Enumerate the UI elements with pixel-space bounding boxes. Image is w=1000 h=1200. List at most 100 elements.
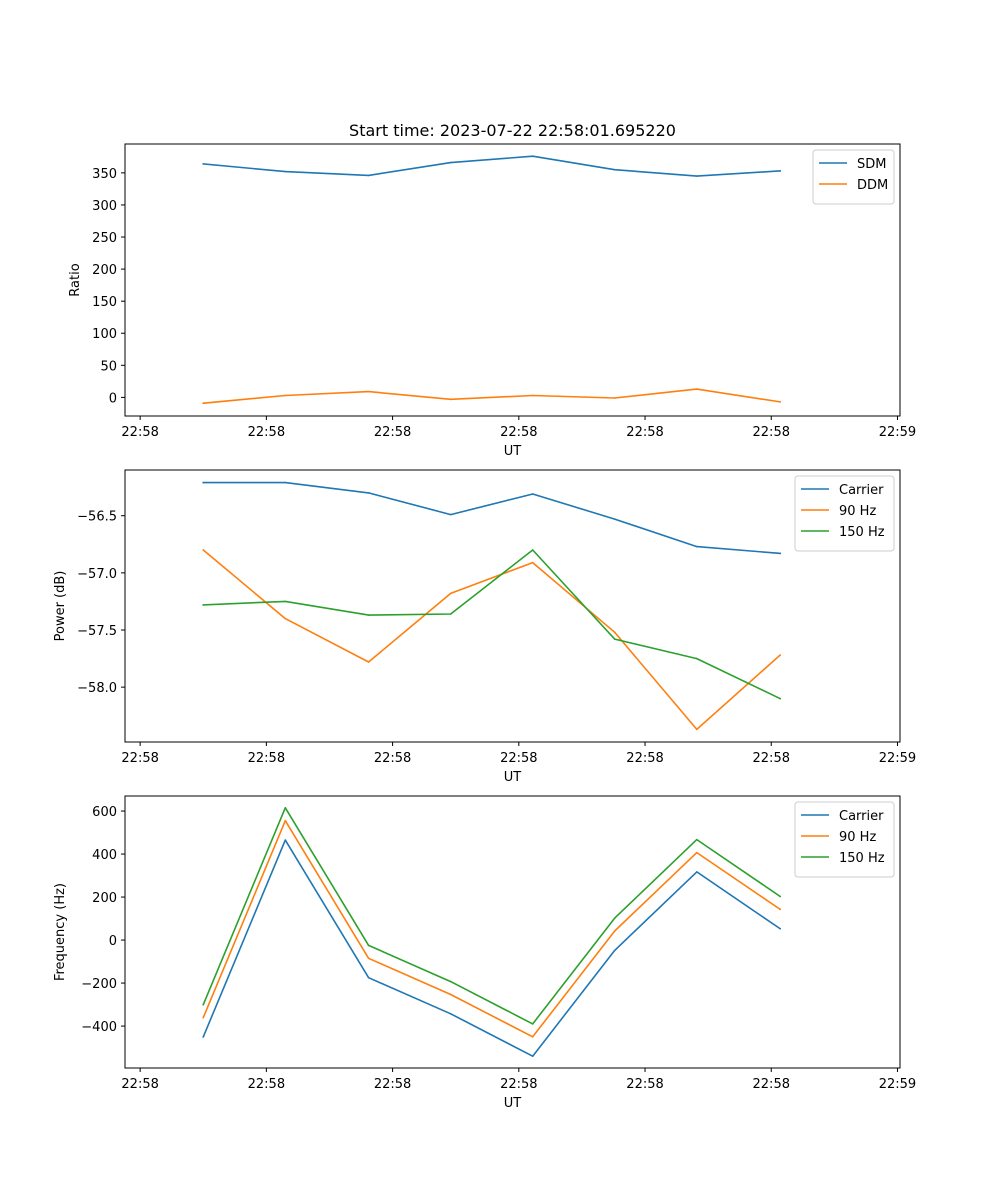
x-tick-label: 22:58 bbox=[374, 425, 411, 440]
x-tick-label: 22:59 bbox=[879, 425, 916, 440]
data-point-90-hz bbox=[449, 592, 452, 595]
data-point-90-hz bbox=[367, 957, 370, 960]
data-point-ddm bbox=[695, 388, 698, 390]
data-point-carrier bbox=[284, 481, 287, 484]
x-tick-label: 22:59 bbox=[879, 1077, 916, 1092]
y-tick-label: 100 bbox=[92, 327, 117, 342]
y-tick-label: −56.5 bbox=[77, 510, 117, 525]
x-tick-label: 22:58 bbox=[500, 1077, 537, 1092]
data-point-90-hz bbox=[367, 661, 370, 663]
data-point-ddm bbox=[613, 397, 616, 399]
x-tick-label: 22:58 bbox=[753, 751, 790, 766]
y-tick-label: 400 bbox=[92, 848, 117, 863]
x-tick-label: 22:58 bbox=[626, 1077, 663, 1092]
x-tick-label: 22:58 bbox=[500, 425, 537, 440]
data-point-ddm bbox=[367, 390, 370, 393]
y-tick-label: 0 bbox=[109, 391, 117, 406]
data-point-sdm bbox=[613, 168, 616, 171]
y-tick-label: 50 bbox=[100, 359, 117, 374]
panel-ratio: Start time: 2023-07-22 22:58:01.695220 0 5… bbox=[68, 121, 916, 459]
data-point-carrier bbox=[367, 492, 370, 494]
y-axis-label: Frequency (Hz) bbox=[53, 883, 68, 981]
data-point-150-hz bbox=[613, 917, 616, 919]
x-tick-label: 22:58 bbox=[500, 751, 537, 766]
legend-label-sdm: SDM bbox=[857, 157, 886, 172]
data-point-carrier bbox=[367, 976, 370, 979]
legend-label-90-hz: 90 Hz bbox=[839, 504, 876, 519]
data-point-90-hz bbox=[613, 631, 616, 634]
y-tick-label: 600 bbox=[92, 805, 117, 820]
x-tick-label: 22:58 bbox=[374, 751, 411, 766]
data-point-90-hz bbox=[779, 654, 781, 656]
data-point-carrier bbox=[779, 552, 781, 555]
data-point-90-hz bbox=[531, 561, 534, 564]
data-point-carrier bbox=[202, 1036, 205, 1038]
data-point-ddm bbox=[779, 401, 781, 403]
x-tick-label: 22:58 bbox=[121, 425, 158, 440]
data-point-carrier bbox=[531, 493, 534, 495]
legend-box bbox=[794, 801, 895, 878]
series-line-150-hz bbox=[202, 549, 782, 700]
y-tick-label: 200 bbox=[92, 891, 117, 906]
series-line-90-hz bbox=[202, 548, 782, 731]
data-point-carrier bbox=[695, 871, 698, 873]
data-point-150-hz bbox=[779, 895, 781, 898]
data-point-sdm bbox=[779, 170, 781, 172]
legend-label-150-hz: 150 Hz bbox=[839, 851, 885, 866]
data-point-150-hz bbox=[779, 697, 781, 700]
x-axis-label: UT bbox=[504, 1096, 522, 1111]
data-point-carrier bbox=[613, 518, 616, 520]
x-tick-label: 22:58 bbox=[121, 751, 158, 766]
chart-title: Start time: 2023-07-22 22:58:01.695220 bbox=[349, 121, 676, 140]
data-point-150-hz bbox=[695, 838, 698, 841]
data-point-ddm bbox=[202, 402, 205, 404]
series-line-150-hz bbox=[202, 806, 782, 1025]
data-point-sdm bbox=[284, 170, 287, 173]
series-line-90-hz bbox=[202, 819, 782, 1038]
data-point-sdm bbox=[367, 174, 370, 177]
legend-label-carrier: Carrier bbox=[839, 809, 884, 824]
legend-label-90-hz: 90 Hz bbox=[839, 830, 876, 845]
x-tick-label: 22:58 bbox=[374, 1077, 411, 1092]
legend-box bbox=[794, 475, 895, 552]
x-axis-label: UT bbox=[504, 444, 522, 459]
data-point-150-hz bbox=[367, 944, 370, 947]
data-point-90-hz bbox=[202, 549, 205, 551]
series-line-sdm bbox=[202, 155, 781, 177]
data-point-150-hz bbox=[695, 657, 698, 660]
x-tick-label: 22:58 bbox=[626, 751, 663, 766]
x-tick-label: 22:58 bbox=[753, 1077, 790, 1092]
axes-frame bbox=[124, 469, 901, 743]
data-point-90-hz bbox=[284, 819, 287, 822]
x-tick-label: 22:58 bbox=[248, 425, 285, 440]
data-point-150-hz bbox=[531, 1023, 534, 1025]
data-point-ddm bbox=[449, 398, 452, 401]
data-point-150-hz bbox=[202, 604, 205, 606]
data-point-90-hz bbox=[531, 1036, 534, 1038]
legend-label-ddm: DDM bbox=[857, 178, 888, 193]
data-point-sdm bbox=[202, 163, 205, 165]
series-line-carrier bbox=[202, 481, 781, 555]
legend-label-150-hz: 150 Hz bbox=[839, 525, 885, 540]
data-point-ddm bbox=[284, 394, 287, 397]
data-point-90-hz bbox=[202, 1016, 205, 1019]
data-point-90-hz bbox=[779, 908, 781, 911]
y-tick-label: 0 bbox=[109, 934, 117, 949]
panel-frequency: −400 −200 0 200 400 600 22:58 22:58 22:58 22:58 22… bbox=[53, 795, 916, 1111]
data-point-150-hz bbox=[284, 807, 287, 809]
y-tick-label: −57.0 bbox=[77, 567, 117, 582]
x-tick-label: 22:59 bbox=[879, 751, 916, 766]
data-point-carrier bbox=[449, 1013, 452, 1015]
y-axis-label: Ratio bbox=[68, 263, 83, 296]
y-tick-label: 250 bbox=[92, 231, 117, 246]
y-tick-label: −58.0 bbox=[77, 681, 117, 696]
data-point-carrier bbox=[531, 1055, 534, 1057]
y-tick-label: 350 bbox=[92, 167, 117, 182]
data-point-90-hz bbox=[695, 851, 698, 854]
x-tick-label: 22:58 bbox=[753, 425, 790, 440]
data-point-150-hz bbox=[284, 600, 287, 603]
panel-power: −58.0 −57.5 −57.0 −56.5 22:58 22:58 22:58 22:58… bbox=[53, 469, 916, 785]
y-tick-label: −200 bbox=[81, 977, 117, 992]
data-point-90-hz bbox=[284, 617, 287, 620]
